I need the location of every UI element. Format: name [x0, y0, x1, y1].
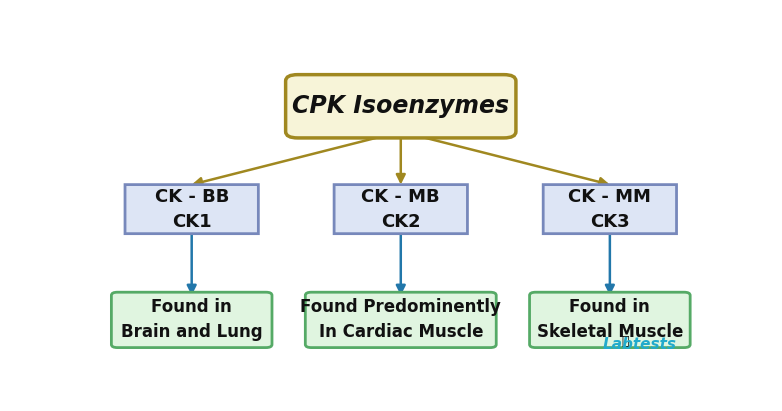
- FancyBboxPatch shape: [111, 292, 272, 348]
- FancyBboxPatch shape: [334, 185, 468, 234]
- Text: CPK Isoenzymes: CPK Isoenzymes: [292, 94, 509, 118]
- Text: Found in
Skeletal Muscle: Found in Skeletal Muscle: [536, 298, 683, 342]
- Text: Found Predominently
In Cardiac Muscle: Found Predominently In Cardiac Muscle: [300, 298, 501, 342]
- FancyBboxPatch shape: [125, 185, 258, 234]
- FancyBboxPatch shape: [529, 292, 691, 348]
- Text: Found in
Brain and Lung: Found in Brain and Lung: [121, 298, 263, 342]
- Text: CK - BB
CK1: CK - BB CK1: [155, 188, 229, 231]
- Text: CK - MM
CK3: CK - MM CK3: [569, 188, 651, 231]
- FancyBboxPatch shape: [285, 75, 516, 138]
- FancyBboxPatch shape: [543, 185, 676, 234]
- Text: CK - MB
CK2: CK - MB CK2: [361, 188, 440, 231]
- Text: Labtests: Labtests: [603, 337, 677, 351]
- FancyBboxPatch shape: [305, 292, 497, 348]
- Text: 🔬: 🔬: [621, 335, 629, 349]
